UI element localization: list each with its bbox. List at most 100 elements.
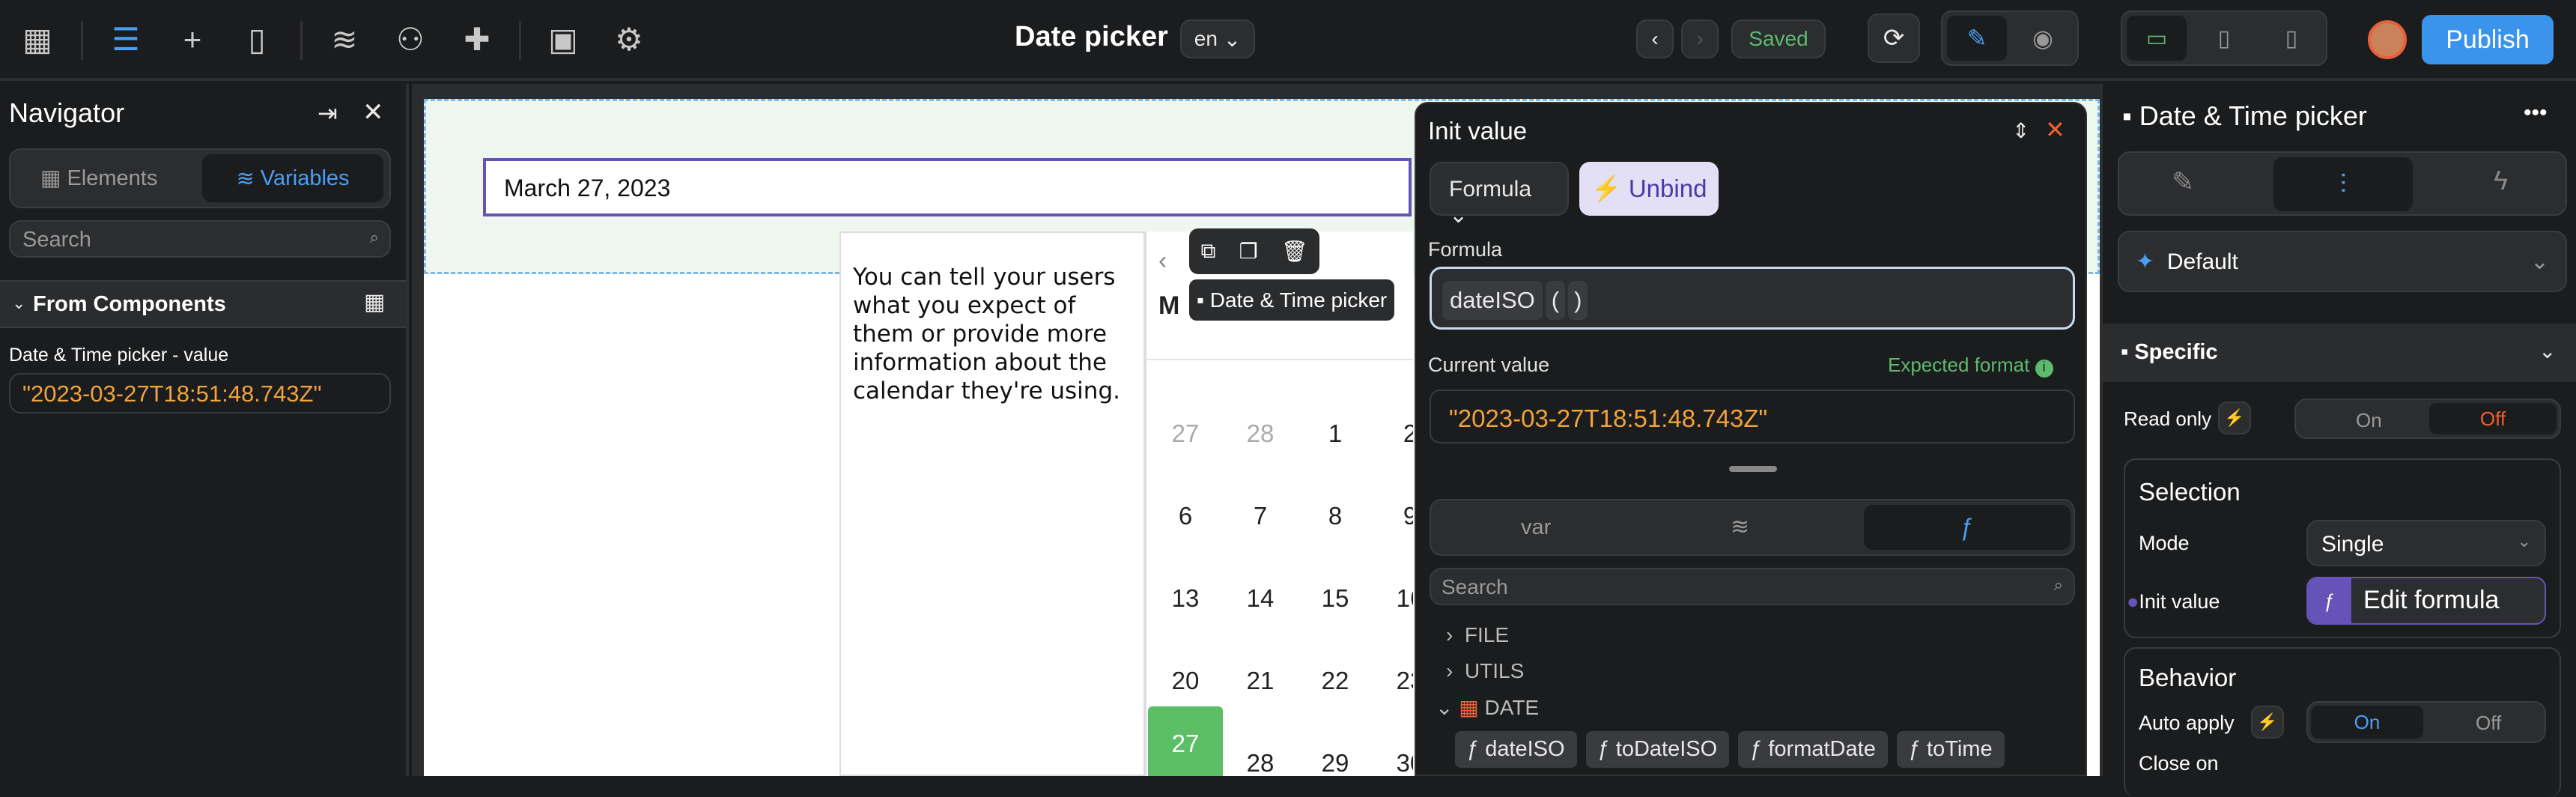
calendar-day[interactable]: 7 — [1253, 502, 1268, 530]
function-list: ƒ dateISO ƒ toDateISO ƒ formatDate ƒ toTime — [1455, 731, 2020, 768]
search-input[interactable]: Search ⌕ — [9, 220, 391, 258]
settings-icon[interactable]: ⚙ — [615, 22, 643, 57]
close-on-label: Close on — [2139, 752, 2219, 775]
calendar-day[interactable]: 2 — [1373, 396, 1413, 471]
search-icon: ⌕ — [2053, 575, 2063, 594]
function-formatDate[interactable]: ƒ formatDate — [1738, 731, 1888, 768]
tablet-icon[interactable]: ▯ — [2217, 25, 2231, 51]
unbind-button[interactable]: ⚡ Unbind — [1579, 162, 1719, 216]
grid-icon[interactable]: ▦ — [364, 290, 386, 315]
current-value: "2023-03-27T18:51:48.743Z" — [1430, 390, 2075, 443]
element-tag[interactable]: ▪ Date & Time picker — [1189, 279, 1395, 321]
calendar-day[interactable]: 28 — [1246, 419, 1275, 447]
top-bar: ▦ ☰ + ▯ ≋ ⚇ ✚ ▣ ⚙ Date picker en ⌄ ‹ › S… — [0, 0, 2576, 81]
edit-mode-icon[interactable]: ✎ — [1947, 16, 2007, 61]
saved-status: Saved — [1731, 19, 1826, 58]
language-select[interactable]: en ⌄ — [1180, 19, 1255, 58]
variable-value[interactable]: "2023-03-27T18:51:48.743Z" — [9, 373, 391, 413]
calendar-day[interactable]: 20 — [1171, 667, 1200, 694]
tab-var[interactable]: var — [1521, 515, 1552, 539]
calendar-day[interactable]: 30 — [1396, 749, 1413, 776]
mode-toggle: ✎ ◉ — [1941, 10, 2079, 66]
init-value-popup: Init value ⇕ ✕ Formula ⌄ ⚡ Unbind Formul… — [1415, 102, 2087, 776]
tab-formulas[interactable]: ƒ — [1864, 505, 2071, 550]
preset-dropdown[interactable]: ✦ Default ⌄ — [2118, 231, 2567, 292]
dock-icon[interactable]: ⇥ — [318, 100, 338, 127]
edit-formula-button[interactable]: ƒ Edit formula — [2306, 577, 2546, 625]
expected-format-link[interactable]: Expected format i — [1888, 354, 2053, 378]
redo-button[interactable]: › — [1681, 19, 1719, 58]
specific-section[interactable]: ▪ Specific ⌄ — [2103, 324, 2576, 382]
function-dateISO[interactable]: ƒ dateISO — [1455, 731, 1577, 768]
calendar-day[interactable]: 27 — [1171, 419, 1200, 447]
calendar-day[interactable]: 14 — [1246, 584, 1275, 612]
calendar-day[interactable]: 21 — [1246, 667, 1275, 694]
tab-elements[interactable]: ▦ Elements — [40, 166, 158, 190]
calendar-day[interactable]: 15 — [1321, 584, 1349, 612]
mode-select[interactable]: Single ⌄ — [2306, 520, 2546, 566]
duplicate-icon[interactable]: ❐ — [1239, 240, 1258, 263]
apps-icon[interactable]: ▦ — [22, 22, 52, 57]
publish-button[interactable]: Publish — [2422, 15, 2554, 64]
group-file[interactable]: › FILE — [1446, 623, 1510, 646]
workflow-tab-icon[interactable]: ϟ — [2494, 165, 2509, 196]
read-only-toggle[interactable]: On Off — [2294, 398, 2561, 439]
date-input[interactable]: March 27, 2023 — [483, 158, 1412, 216]
delete-icon[interactable]: 🗑 — [1281, 240, 1308, 263]
auto-apply-toggle[interactable]: On Off — [2306, 701, 2546, 743]
chevron-down-icon: ⌄ — [12, 294, 26, 312]
sync-icon[interactable]: ⟳ — [1868, 13, 1920, 63]
calendar-day[interactable]: 13 — [1171, 584, 1200, 612]
edit-component-icon[interactable]: ⧉ — [1200, 239, 1216, 262]
calendar-day[interactable]: 27 — [1148, 706, 1223, 776]
users-icon[interactable]: ⚇ — [396, 22, 425, 57]
calendar-day[interactable]: 28 — [1246, 749, 1275, 776]
mobile-icon[interactable]: ▯ — [2285, 25, 2298, 51]
pages-icon[interactable]: ▯ — [248, 22, 266, 57]
formula-search-input[interactable]: Search ⌕ — [1430, 568, 2075, 605]
mode-dropdown[interactable]: Formula ⌄ — [1430, 162, 1569, 228]
calendar-day[interactable]: 22 — [1321, 667, 1349, 694]
calendar-icon: ▦ — [1459, 696, 1479, 719]
desktop-icon[interactable]: ▭ — [2127, 16, 2187, 61]
navigator-icon[interactable]: ☰ — [112, 22, 140, 57]
group-utils[interactable]: › UTILS — [1446, 659, 1525, 682]
function-toDateISO[interactable]: ƒ toDateISO — [1585, 731, 1730, 768]
panel-title: ▪ Date & Time picker — [2122, 100, 2367, 131]
source-tabs: var ≋ ƒ — [1430, 499, 2075, 556]
plugins-icon[interactable]: ✚ — [464, 22, 490, 57]
bind-icon[interactable]: ⚡ — [2251, 706, 2284, 739]
avatar[interactable] — [2368, 20, 2407, 59]
tab-database[interactable]: ≋ — [1731, 515, 1750, 539]
bind-icon[interactable]: ⚡ — [2218, 401, 2251, 434]
settings-tab-icon[interactable]: ⫶ — [2273, 157, 2413, 211]
group-date[interactable]: ⌄ ▦ DATE — [1436, 696, 1540, 719]
preview-icon[interactable]: ◉ — [2032, 25, 2053, 52]
behavior-group: Behavior Auto apply ⚡ On Off Close on — [2124, 647, 2561, 797]
terminal-icon[interactable]: ▣ — [548, 22, 578, 57]
style-tab-icon[interactable]: ✎ — [2172, 166, 2195, 197]
navigator-panel: Navigator ⇥ ✕ ▦ Elements ≋ Variables Sea… — [0, 84, 409, 776]
calendar-day[interactable]: 8 — [1328, 502, 1343, 530]
calendar-day[interactable]: 16 — [1396, 584, 1413, 612]
tab-variables[interactable]: ≋ Variables — [202, 154, 383, 202]
data-icon[interactable]: ≋ — [331, 22, 358, 57]
add-icon[interactable]: + — [183, 22, 202, 57]
calendar-day[interactable]: 6 — [1178, 502, 1193, 530]
close-icon[interactable]: ✕ — [2045, 116, 2065, 143]
info-icon: i — [2035, 360, 2053, 378]
expand-icon[interactable]: ⇕ — [2012, 119, 2030, 142]
close-icon[interactable]: ✕ — [362, 98, 384, 127]
undo-button[interactable]: ‹ — [1636, 19, 1674, 58]
calendar-day[interactable]: 9 — [1373, 479, 1413, 554]
more-icon[interactable]: ••• — [2524, 100, 2548, 125]
calendar-day[interactable]: 1 — [1328, 419, 1343, 447]
formula-editor[interactable]: dateISO() — [1430, 267, 2075, 330]
prev-month-icon[interactable]: ‹ — [1158, 246, 1167, 275]
function-toTime[interactable]: ƒ toTime — [1896, 731, 2005, 768]
calendar-day[interactable]: 23 — [1396, 667, 1413, 694]
calendar-day[interactable]: 29 — [1321, 749, 1349, 776]
variable-label: Date & Time picker - value — [9, 345, 229, 366]
from-components-section[interactable]: ⌄ From Components ▦ — [0, 280, 406, 328]
resize-handle[interactable] — [1729, 466, 1777, 472]
